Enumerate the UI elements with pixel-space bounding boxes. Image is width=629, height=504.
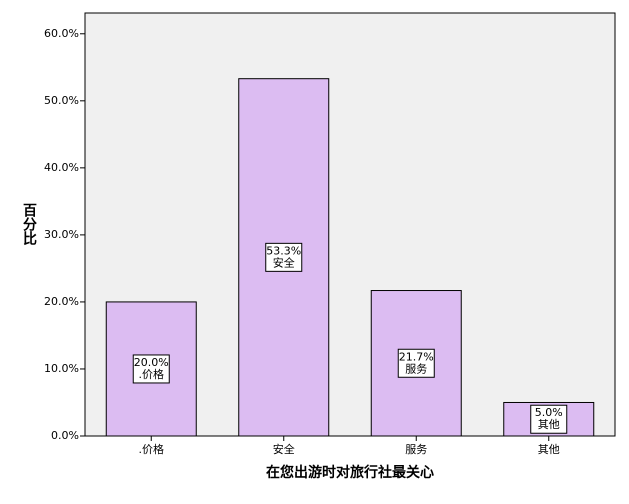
- x-tick-label: 安全: [273, 442, 295, 456]
- y-axis-title: 百分比: [21, 203, 37, 246]
- x-tick-label: .价格: [139, 442, 165, 456]
- data-label-category: 安全: [273, 255, 295, 269]
- y-tick-label: 20.0%: [44, 295, 79, 308]
- data-label: 5.0%: [535, 406, 563, 419]
- x-tick-label: 其他: [538, 443, 560, 456]
- y-tick-label: 0.0%: [51, 429, 79, 442]
- data-label-category: .价格: [139, 367, 165, 381]
- data-label: 20.0%: [134, 356, 169, 369]
- data-label-box: [265, 242, 303, 272]
- y-tick-label: 30.0%: [44, 228, 79, 241]
- y-tick-label: 60.0%: [44, 27, 79, 40]
- y-tick-label: 40.0%: [44, 161, 79, 174]
- data-label: 53.3%: [266, 244, 301, 257]
- x-tick-label: 服务: [405, 443, 427, 456]
- y-tick-label: 50.0%: [44, 94, 79, 107]
- data-label: 21.7%: [399, 350, 434, 363]
- data-label-box: [530, 404, 568, 434]
- data-label-category: 其他: [538, 418, 560, 431]
- x-axis-title: 在您出游时对旅行社最关心: [266, 464, 434, 481]
- data-label-box: [397, 348, 435, 378]
- data-label-box: [132, 354, 170, 384]
- data-label-category: 服务: [405, 362, 427, 375]
- y-tick-label: 10.0%: [44, 362, 79, 375]
